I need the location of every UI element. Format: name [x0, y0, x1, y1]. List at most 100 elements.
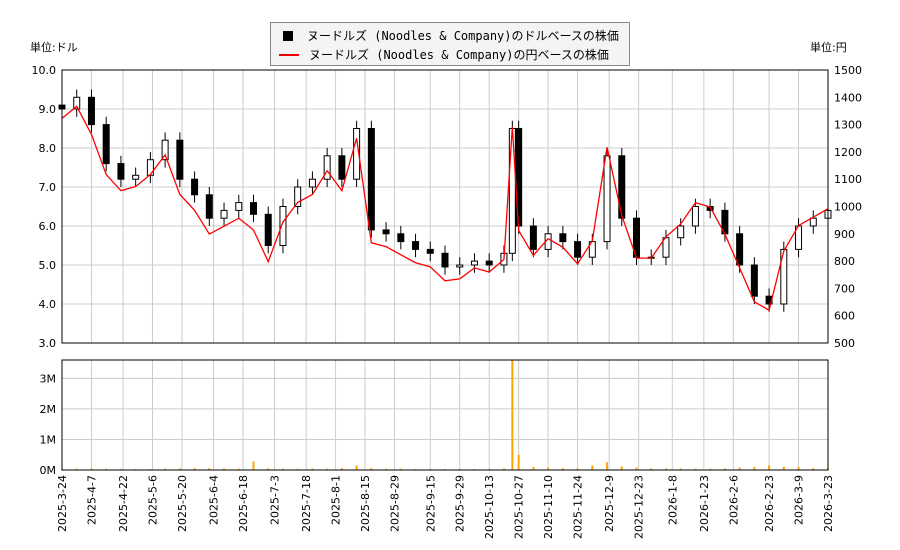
volume-bar: [576, 468, 579, 470]
x-tick-label: 2025-7-18: [300, 475, 313, 532]
candle-body: [780, 248, 788, 305]
legend-label-jpy: ヌードルズ (Noodles & Company)の円ベースの株価: [309, 48, 609, 62]
x-tick-label: 2025-10-27: [513, 475, 526, 539]
candle-body: [426, 248, 434, 254]
candle-body: [308, 178, 316, 188]
candle-body: [338, 155, 346, 180]
candle-body: [412, 241, 420, 250]
x-tick-label: 2025-7-3: [269, 475, 282, 525]
candle-body: [441, 252, 449, 268]
jpy-tick-label: 1000: [834, 201, 862, 214]
candle-body: [508, 128, 516, 254]
candle-body: [559, 233, 567, 243]
candle-body: [102, 124, 110, 165]
volume-bar: [768, 465, 771, 470]
x-tick-label: 2025-12-9: [603, 475, 616, 532]
candle-body: [73, 96, 81, 110]
x-tick-label: 2026-2-6: [727, 475, 740, 525]
volume-bar: [296, 468, 299, 470]
volume-bar: [326, 468, 329, 470]
usd-tick-label: 3.0: [39, 337, 57, 350]
usd-tick-label: 7.0: [39, 181, 57, 194]
x-tick-label: 2025-5-6: [146, 475, 159, 525]
volume-bar: [591, 465, 594, 470]
candle-body: [677, 225, 685, 239]
jpy-tick-label: 1100: [834, 173, 862, 186]
candle-body: [736, 233, 744, 266]
jpy-tick-label: 1300: [834, 119, 862, 132]
candle-body: [323, 155, 331, 180]
candle-body: [250, 202, 257, 215]
volume-bar: [723, 468, 726, 470]
legend-item-jpy: ヌードルズ (Noodles & Company)の円ベースの株価: [279, 46, 609, 63]
x-tick-label: 2025-12-23: [633, 475, 646, 539]
volume-tick-label: 1M: [40, 433, 57, 446]
candle-body: [132, 174, 140, 180]
jpy-tick-label: 1500: [834, 64, 862, 77]
volume-bar: [532, 466, 535, 470]
volume-bar: [75, 468, 78, 470]
volume-bar: [797, 466, 800, 470]
x-tick-label: 2025-9-15: [424, 475, 437, 532]
candle-body: [382, 229, 390, 235]
candle-body: [161, 139, 169, 161]
volume-bar: [267, 468, 270, 470]
candle-body: [87, 96, 95, 126]
usd-tick-label: 9.0: [39, 103, 57, 116]
x-tick-label: 2026-3-23: [822, 475, 835, 532]
x-tick-label: 2025-4-22: [117, 475, 130, 532]
volume-bar: [620, 466, 623, 470]
usd-tick-label: 4.0: [39, 298, 57, 311]
usd-tick-label: 8.0: [39, 142, 57, 155]
candle-body: [235, 202, 243, 211]
price-plot-border: [61, 69, 829, 344]
x-tick-label: 2025-8-15: [359, 475, 372, 532]
candle-body: [146, 159, 154, 176]
x-tick-label: 2026-1-8: [666, 475, 679, 525]
volume-bar: [511, 360, 514, 470]
volume-bar: [281, 468, 284, 470]
candle-body: [470, 260, 478, 266]
jpy-tick-label: 500: [834, 337, 855, 350]
jpy-tick-label: 700: [834, 282, 855, 295]
x-tick-label: 2025-10-13: [483, 475, 496, 539]
jpy-price-line: [61, 105, 829, 312]
candle-body: [191, 178, 199, 196]
x-tick-label: 2025-9-29: [454, 475, 467, 532]
x-tick-label: 2025-3-24: [56, 475, 69, 532]
legend-item-usd: ヌードルズ (Noodles & Company)のドルベースの株価: [279, 27, 619, 44]
volume-tick-label: 3M: [40, 372, 57, 385]
x-tick-label: 2025-4-7: [85, 475, 98, 525]
volume-bar: [385, 468, 388, 470]
volume-bar: [178, 468, 181, 470]
x-tick-label: 2025-11-24: [572, 475, 585, 539]
red-line-icon: [279, 53, 299, 56]
volume-bar: [679, 468, 682, 470]
volume-bar: [753, 466, 756, 470]
x-tick-label: 2025-6-18: [237, 475, 250, 532]
volume-bar: [311, 468, 314, 470]
volume-bar: [237, 468, 240, 470]
volume-bar: [664, 468, 667, 470]
volume-bar: [208, 468, 211, 470]
candle-body: [456, 264, 464, 268]
volume-bar: [340, 468, 343, 470]
x-tick-label: 2026-2-23: [763, 475, 776, 532]
right-unit-label: 単位:円: [810, 41, 847, 54]
price-plot-area: [61, 69, 829, 344]
candle-body: [618, 155, 626, 219]
candle-body: [353, 128, 361, 180]
jpy-tick-label: 600: [834, 310, 855, 323]
volume-plot-area: [61, 359, 829, 471]
candle-body: [809, 217, 817, 227]
candle-body: [279, 206, 287, 246]
volume-bar: [650, 468, 653, 470]
jpy-tick-label: 1400: [834, 91, 862, 104]
candle-body: [264, 213, 272, 247]
x-tick-label: 2025-11-10: [542, 475, 555, 539]
volume-bar: [547, 467, 550, 470]
volume-bar: [90, 468, 93, 470]
usd-tick-label: 5.0: [39, 259, 57, 272]
